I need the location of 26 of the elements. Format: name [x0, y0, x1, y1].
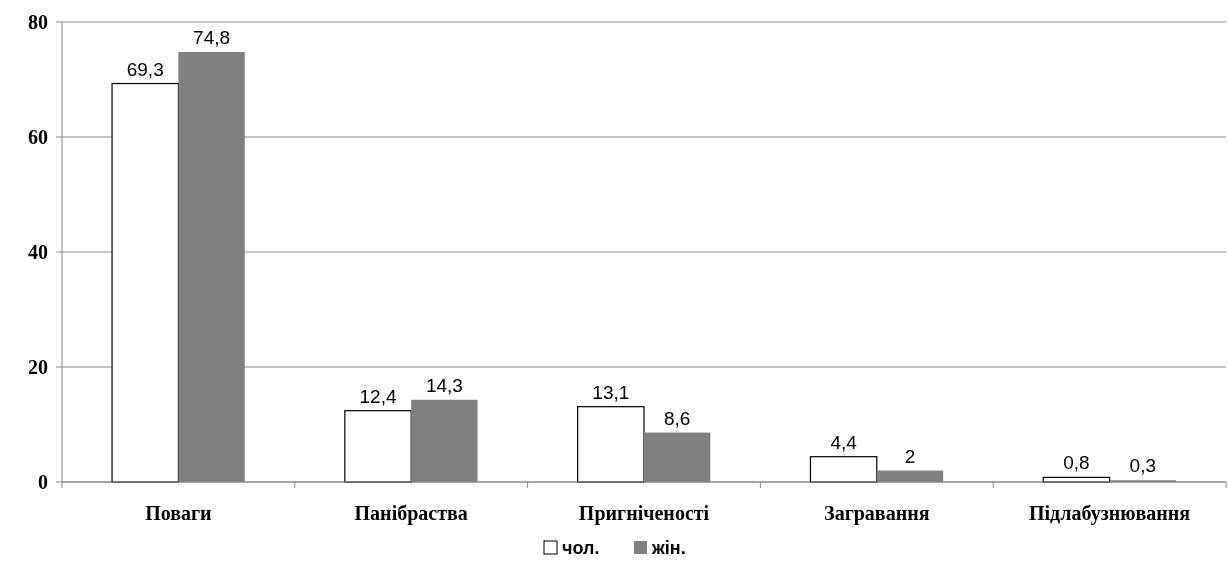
y-tick-label: 20 [28, 356, 48, 378]
x-tick-label: Поваги [145, 502, 212, 524]
y-tick-label: 60 [28, 126, 48, 148]
legend-label: жін. [651, 538, 686, 559]
data-label: 14,3 [425, 374, 463, 396]
legend-label: чол. [562, 538, 600, 559]
data-label: 4,4 [830, 431, 858, 453]
x-tick-label: Підлабузнювання [1029, 502, 1191, 525]
x-tick-label: Пригніченості [578, 502, 710, 525]
data-label: 13,1 [592, 381, 630, 403]
data-label: 2 [904, 445, 916, 467]
x-tick-label: Загравання [824, 502, 930, 525]
data-label: 12,4 [359, 385, 397, 407]
bar [344, 410, 412, 483]
bar [809, 456, 878, 483]
bar [111, 82, 179, 483]
data-label: 8,6 [663, 407, 691, 429]
data-label: 69,3 [126, 58, 164, 80]
data-label: 74,8 [193, 26, 231, 48]
y-tick-label: 0 [38, 471, 48, 493]
data-label: 0,3 [1129, 455, 1156, 477]
y-tick-label: 40 [28, 241, 48, 263]
y-tick-label: 80 [28, 11, 48, 33]
data-label: 0,8 [1063, 452, 1090, 474]
x-tick-label: Панібраства [354, 502, 468, 525]
bar [577, 406, 645, 483]
